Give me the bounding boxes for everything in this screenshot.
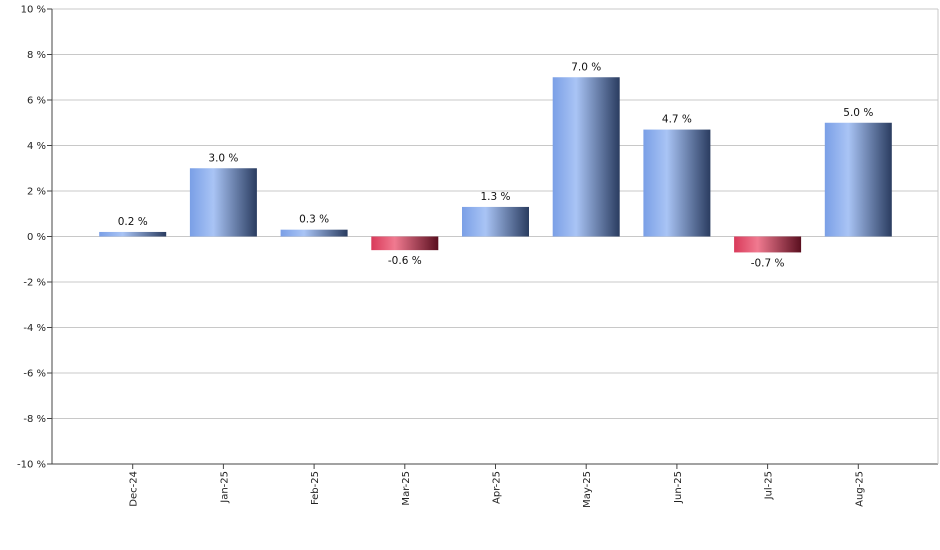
bar-jun-25 xyxy=(643,129,711,237)
data-label: -0.7 % xyxy=(751,257,785,269)
x-tick-label: Apr-25 xyxy=(492,471,503,504)
y-tick-label: 0 % xyxy=(27,232,46,243)
data-label: 3.0 % xyxy=(208,152,238,164)
x-tick-label: Jun-25 xyxy=(673,471,684,504)
bar-jul-25 xyxy=(734,236,802,253)
y-tick-label: 10 % xyxy=(21,5,46,16)
bar-mar-25 xyxy=(371,236,439,251)
data-label: 0.3 % xyxy=(299,214,329,226)
x-tick-label: Aug-25 xyxy=(854,471,865,507)
y-tick-label: 6 % xyxy=(27,96,46,107)
y-tick-label: -4 % xyxy=(23,323,46,334)
data-label: 7.0 % xyxy=(571,61,601,73)
data-label: 4.7 % xyxy=(662,114,692,126)
bar-may-25 xyxy=(552,77,620,237)
x-tick-label: May-25 xyxy=(582,471,593,508)
data-label: 5.0 % xyxy=(843,107,873,119)
bar-aug-25 xyxy=(824,122,892,237)
y-tick-label: -10 % xyxy=(17,460,46,471)
data-labels: 0.2 % 3.0 % 0.3 % -0.6 % 1.3 % 7.0 % 4.7 % -0.7… xyxy=(118,61,874,269)
y-tick-label: -6 % xyxy=(23,369,46,380)
x-tick-label: Jan-25 xyxy=(219,471,230,504)
x-tick-label: Feb-25 xyxy=(310,471,321,505)
bars xyxy=(99,77,892,253)
y-tick-label: -8 % xyxy=(23,414,46,425)
data-label: 1.3 % xyxy=(480,191,510,203)
y-tick-label: 8 % xyxy=(27,50,46,61)
data-label: -0.6 % xyxy=(388,255,422,267)
bar-dec-24 xyxy=(99,231,167,237)
bar-feb-25 xyxy=(280,229,348,237)
x-tick-label: Jul-25 xyxy=(764,471,775,500)
data-label: 0.2 % xyxy=(118,216,148,228)
x-tick-label: Mar-25 xyxy=(401,471,412,506)
bar-apr-25 xyxy=(462,206,529,237)
y-tick-label: 4 % xyxy=(27,141,46,152)
axes: 10 % 8 % 6 % 4 % 2 % 0 % -2 % -4 % -6 % -8 % -10 %… xyxy=(17,5,939,508)
x-tick-label: Dec-24 xyxy=(129,471,140,507)
bar-jan-25 xyxy=(189,168,257,237)
y-tick-label: -2 % xyxy=(23,278,46,289)
y-tick-label: 2 % xyxy=(27,187,46,198)
